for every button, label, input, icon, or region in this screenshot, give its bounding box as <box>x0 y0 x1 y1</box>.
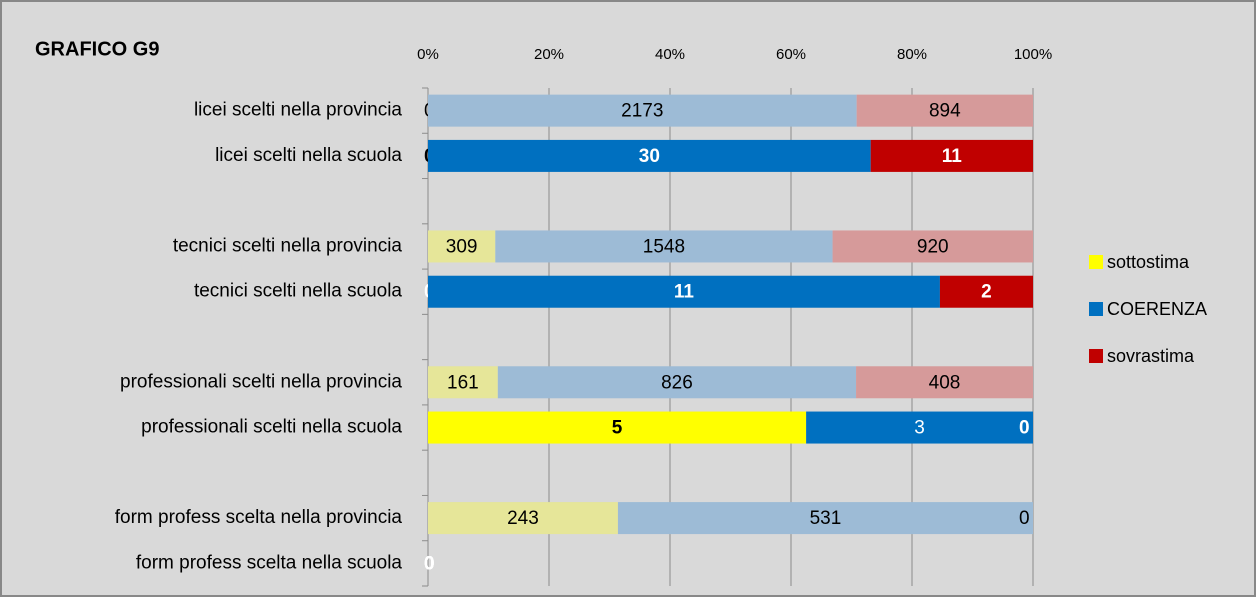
x-tick-label: 80% <box>897 46 927 63</box>
data-label: 0 <box>424 553 435 574</box>
x-tick-label: 60% <box>776 46 806 63</box>
chart-title: GRAFICO G9 <box>35 38 159 60</box>
y-tick-label: professionali scelti nella scuola <box>141 417 402 438</box>
bar-segment <box>856 366 1033 399</box>
legend-label: sottostima <box>1107 252 1190 272</box>
data-label: 920 <box>917 236 949 257</box>
bar-segment <box>939 275 1033 308</box>
y-tick-label: professionali scelti nella provincia <box>120 371 402 392</box>
legend-swatch <box>1089 349 1103 363</box>
bar-segment <box>428 94 857 127</box>
bar-segment <box>806 411 1033 444</box>
bar-segment <box>497 366 857 399</box>
bar-segment <box>856 94 1033 127</box>
legend-swatch <box>1089 255 1103 269</box>
data-label: 2173 <box>621 101 663 122</box>
y-tick-label: form profess scelta nella provincia <box>115 507 403 528</box>
bar-segment <box>495 230 833 263</box>
bar-segment <box>428 366 498 399</box>
x-tick-label: 100% <box>1014 46 1052 63</box>
data-label: 5 <box>612 418 623 439</box>
x-tick-label: 20% <box>534 46 564 63</box>
bar-segment <box>428 230 496 263</box>
data-label: 1548 <box>643 236 685 257</box>
legend-swatch <box>1089 302 1103 316</box>
data-label: 0 <box>424 553 435 574</box>
data-label: 0 <box>424 553 435 574</box>
data-label: 11 <box>942 146 963 167</box>
y-tick-label: licei scelti nella provincia <box>194 100 402 121</box>
y-tick-label: tecnici scelti nella scuola <box>194 281 402 302</box>
data-label: 2 <box>981 282 992 303</box>
data-label: 0 <box>1019 418 1030 439</box>
y-tick-label: form profess scelta nella scuola <box>136 552 403 573</box>
data-label: 826 <box>661 372 693 393</box>
data-label: 309 <box>446 236 478 257</box>
data-label: 3 <box>914 418 925 439</box>
bar-segment <box>870 139 1033 172</box>
bar-segment <box>832 230 1033 263</box>
bar-segment <box>617 502 1033 535</box>
data-label: 531 <box>810 508 842 529</box>
y-tick-label: licei scelti nella scuola <box>215 145 402 166</box>
bar-segment <box>428 275 940 308</box>
y-tick-label: tecnici scelti nella provincia <box>173 235 403 256</box>
data-label: 0 <box>1019 508 1030 529</box>
x-tick-label: 40% <box>655 46 685 63</box>
data-label: 11 <box>674 282 695 303</box>
bar-segment <box>428 139 871 172</box>
x-tick-label: 0% <box>417 46 439 63</box>
bar-segment <box>428 502 618 535</box>
bar-segment <box>428 411 807 444</box>
data-label: 243 <box>507 508 539 529</box>
legend-label: COERENZA <box>1107 299 1207 319</box>
data-label: 408 <box>929 372 961 393</box>
data-label: 161 <box>447 372 479 393</box>
legend-label: sovrastima <box>1107 346 1195 366</box>
data-label: 894 <box>929 101 961 122</box>
data-label: 30 <box>639 146 660 167</box>
